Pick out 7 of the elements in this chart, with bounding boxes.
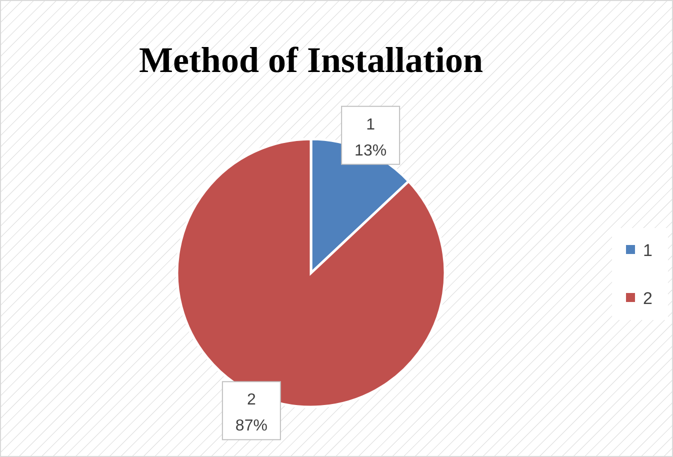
- data-label: 13%: [354, 142, 387, 160]
- slice-label: 2: [246, 392, 256, 409]
- chart-title: Method of Installation: [138, 40, 484, 80]
- legend-label: 2: [643, 289, 652, 308]
- data-label: 87%: [235, 418, 268, 435]
- legend-label: 1: [643, 241, 652, 260]
- slice-label: 1: [366, 116, 376, 134]
